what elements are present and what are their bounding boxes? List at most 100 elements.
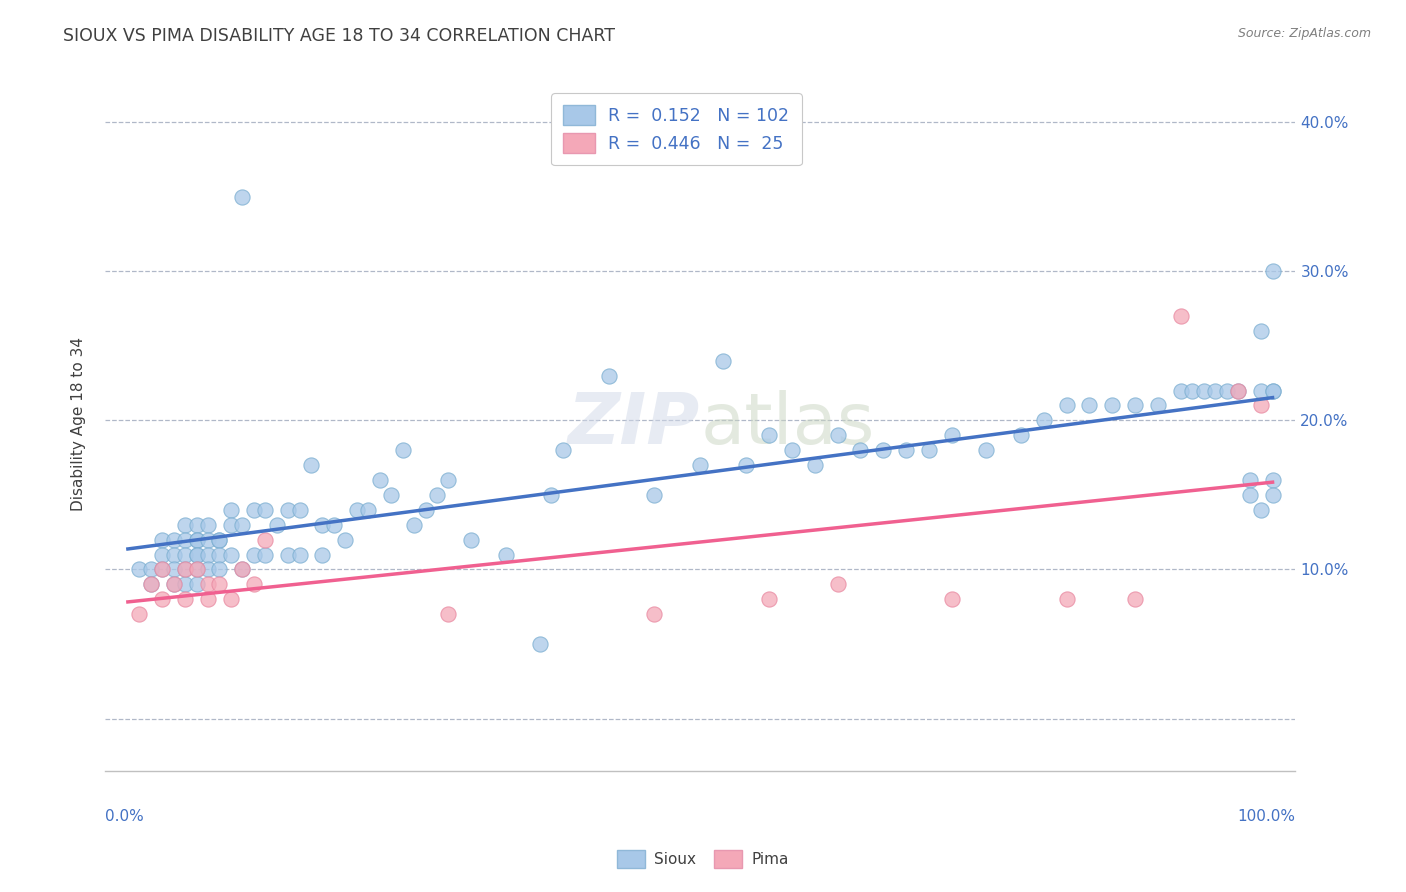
Point (186, 517, 208, 532)
Point (208, 577, 231, 591)
Point (849, 443, 872, 458)
Point (368, 473, 391, 487)
Point (758, 428, 780, 442)
Point (758, 592, 780, 607)
Point (311, 548, 333, 562)
Point (266, 517, 288, 532)
Text: 100.0%: 100.0% (1237, 809, 1295, 824)
Point (827, 577, 849, 591)
Point (208, 533, 231, 547)
Point (288, 503, 311, 517)
Point (277, 503, 299, 517)
Point (197, 562, 219, 576)
Point (208, 562, 231, 576)
Point (1123, 399, 1146, 413)
Point (174, 517, 197, 532)
Point (598, 368, 620, 383)
Point (128, 607, 150, 622)
Point (197, 577, 219, 591)
Point (150, 562, 173, 576)
Point (128, 562, 150, 576)
Point (208, 533, 231, 547)
Point (1170, 384, 1192, 398)
Point (941, 428, 963, 442)
Point (1239, 488, 1261, 502)
Point (1239, 473, 1261, 487)
Point (174, 562, 197, 576)
Point (254, 548, 277, 562)
Point (1261, 488, 1284, 502)
Point (540, 488, 562, 502)
Text: Source: ZipAtlas.com: Source: ZipAtlas.com (1237, 27, 1371, 40)
Point (139, 577, 162, 591)
Point (1181, 384, 1204, 398)
Point (150, 533, 173, 547)
Legend: Sioux, Pima: Sioux, Pima (612, 844, 794, 873)
Point (1147, 399, 1170, 413)
Text: SIOUX VS PIMA DISABILITY AGE 18 TO 34 CORRELATION CHART: SIOUX VS PIMA DISABILITY AGE 18 TO 34 CO… (63, 27, 616, 45)
Point (174, 533, 197, 547)
Point (1123, 592, 1146, 607)
Point (174, 592, 197, 607)
Point (163, 548, 186, 562)
Point (186, 577, 208, 591)
Point (1227, 384, 1250, 398)
Point (941, 592, 963, 607)
Point (139, 577, 162, 591)
Point (1056, 399, 1078, 413)
Point (1101, 399, 1123, 413)
Point (346, 503, 368, 517)
Point (1261, 264, 1284, 278)
Y-axis label: Disability Age 18 to 34: Disability Age 18 to 34 (72, 337, 86, 511)
Point (219, 517, 242, 532)
Point (231, 517, 253, 532)
Point (288, 548, 311, 562)
Point (551, 443, 574, 458)
Point (231, 562, 253, 576)
Point (163, 533, 186, 547)
Point (872, 443, 894, 458)
Point (186, 533, 208, 547)
Point (437, 473, 460, 487)
Point (643, 488, 665, 502)
Point (150, 562, 173, 576)
Point (1032, 413, 1054, 427)
Point (426, 488, 449, 502)
Point (735, 458, 758, 472)
Point (1078, 399, 1101, 413)
Point (391, 443, 413, 458)
Point (163, 577, 186, 591)
Point (1261, 384, 1284, 398)
Point (803, 458, 825, 472)
Point (254, 533, 277, 547)
Point (1250, 384, 1272, 398)
Point (243, 548, 266, 562)
Point (219, 548, 242, 562)
Point (1216, 384, 1239, 398)
Point (277, 548, 299, 562)
Point (311, 517, 333, 532)
Legend: R =  0.152   N = 102, R =  0.446   N =  25: R = 0.152 N = 102, R = 0.446 N = 25 (551, 93, 801, 165)
Point (1261, 384, 1284, 398)
Point (415, 503, 437, 517)
Point (163, 577, 186, 591)
Point (380, 488, 402, 502)
Point (780, 443, 803, 458)
Point (495, 548, 517, 562)
Point (197, 548, 219, 562)
Point (437, 607, 460, 622)
Point (323, 517, 346, 532)
Point (150, 592, 173, 607)
Point (243, 577, 266, 591)
Point (186, 562, 208, 576)
Point (186, 533, 208, 547)
Point (402, 517, 425, 532)
Point (299, 458, 322, 472)
Point (1250, 503, 1272, 517)
Point (163, 562, 186, 576)
Point (1261, 473, 1284, 487)
Point (219, 503, 242, 517)
Point (197, 517, 219, 532)
Text: 0.0%: 0.0% (105, 809, 143, 824)
Point (1170, 309, 1192, 323)
